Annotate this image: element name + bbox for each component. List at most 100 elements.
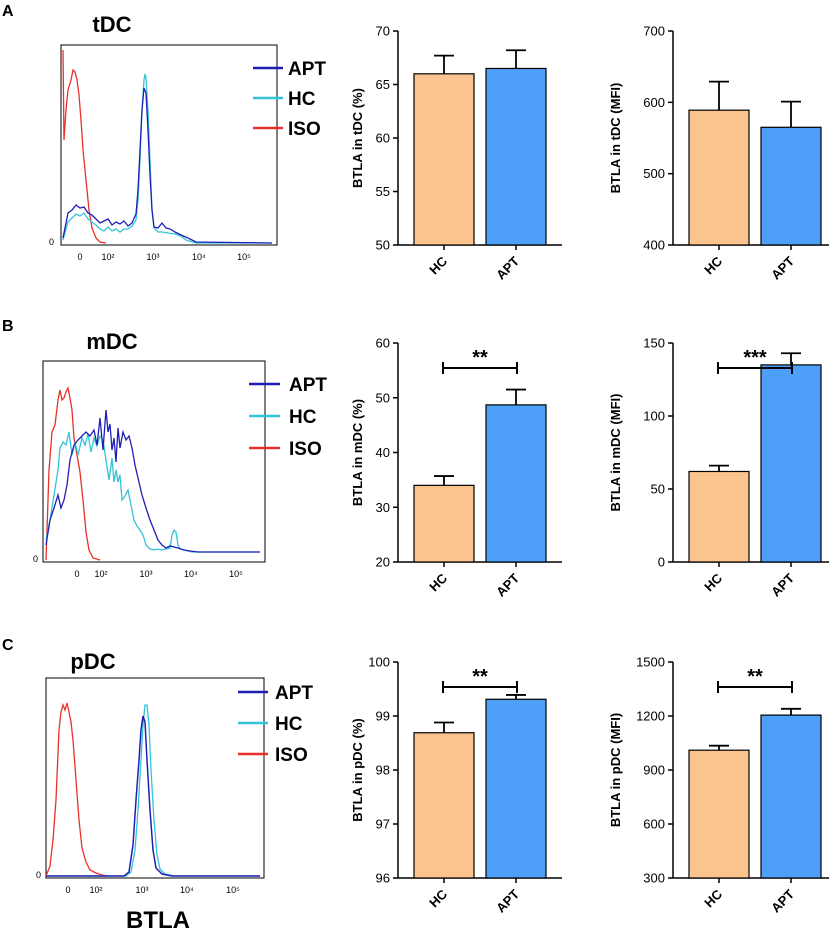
histogram-frame: [42, 360, 266, 563]
y-tick-label: 100: [643, 409, 665, 424]
y-tick-label: 700: [643, 24, 665, 39]
histogram-x-tick: 10³: [135, 885, 148, 895]
legend-label-iso: ISO: [289, 439, 322, 460]
x-tick-label: APT: [493, 570, 522, 599]
histogram-title: mDC: [86, 329, 137, 354]
legend-label-hc: HC: [288, 89, 316, 110]
y-tick-label: 50: [376, 238, 390, 253]
legend-label-hc: HC: [289, 407, 317, 428]
histogram-curve-iso: [62, 49, 107, 244]
x-tick-label: APT: [768, 253, 797, 282]
y-tick-label: 96: [376, 871, 390, 886]
y-axis-label: BTLA in pDC (MFI): [608, 713, 623, 827]
panel-letter-c: C: [2, 637, 14, 654]
histogram-x-axis-label: BTLA: [126, 907, 190, 934]
legend-label-iso: ISO: [288, 119, 321, 140]
x-tick-label: HC: [701, 253, 725, 277]
legend-label-hc: HC: [275, 714, 303, 735]
y-tick-label: 100: [368, 655, 390, 670]
significance-marker: **: [472, 666, 488, 688]
y-tick-label: 500: [643, 166, 665, 181]
histogram-x-tick: 10²: [89, 885, 102, 895]
histogram-frame: [45, 677, 265, 879]
bar-apt: [760, 364, 822, 563]
y-tick-label: 300: [643, 871, 665, 886]
y-tick-label: 150: [643, 336, 665, 351]
x-tick-label: HC: [701, 570, 725, 594]
y-axis-label: BTLA in mDC (%): [350, 399, 365, 506]
histogram-x-tick: 10³: [139, 569, 152, 579]
y-tick-label: 1200: [636, 709, 665, 724]
histogram-y-zero: 0: [49, 237, 54, 247]
histogram-x-tick: 10⁵: [229, 569, 243, 579]
histogram-curve-apt: [45, 409, 260, 553]
bar-apt: [485, 698, 547, 879]
histogram-pdc: pDC 0 0 10² 10³ 10⁴ 10⁵ BTLA APT HC ISO: [36, 649, 313, 934]
histogram-y-zero: 0: [36, 870, 41, 880]
legend-label-apt: APT: [275, 683, 313, 704]
x-tick-label: APT: [493, 886, 522, 915]
histogram-y-zero: 0: [33, 554, 38, 564]
legend-label-apt: APT: [288, 59, 326, 80]
y-tick-label: 70: [376, 24, 390, 39]
histogram-x-tick: 10⁴: [192, 252, 206, 262]
histogram-x-tick: 10⁴: [184, 569, 198, 579]
bar-hc: [688, 749, 750, 879]
histogram-x-tick: 10²: [94, 569, 107, 579]
y-tick-label: 0: [658, 555, 665, 570]
y-axis-label: BTLA in mDC (MFI): [608, 394, 623, 512]
y-tick-label: 20: [376, 555, 390, 570]
histogram-x-tick: 10³: [146, 252, 159, 262]
x-tick-label: APT: [768, 886, 797, 915]
histogram-frame: [60, 44, 278, 246]
x-tick-label: HC: [701, 886, 725, 910]
significance-marker: **: [747, 666, 763, 688]
y-axis-label: BTLA in pDC (%): [350, 718, 365, 822]
significance-marker: **: [472, 347, 488, 369]
y-tick-label: 97: [376, 817, 390, 832]
histogram-x-tick: 10²: [101, 252, 114, 262]
y-tick-label: 65: [376, 77, 390, 92]
y-tick-label: 600: [643, 817, 665, 832]
bar-apt: [760, 714, 822, 879]
bar-chart-4: 0 50 100 150 BTLA in mDC (MFI) HC APT ***: [608, 336, 829, 600]
y-tick-label: 600: [643, 95, 665, 110]
histogram-x-tick: 10⁵: [226, 885, 240, 895]
bar-hc: [688, 470, 750, 563]
bar-hc: [688, 109, 750, 246]
y-tick-label: 99: [376, 709, 390, 724]
histogram-curve-hc: [62, 73, 272, 244]
y-tick-label: 30: [376, 500, 390, 515]
histogram-x-tick: 0: [77, 252, 82, 262]
bar-apt: [485, 404, 547, 563]
x-tick-label: HC: [426, 253, 450, 277]
y-tick-label: 55: [376, 184, 390, 199]
bar-chart-6: 300 600 900 1200 1500 BTLA in pDC (MFI) HC APT *…: [608, 655, 829, 916]
bar-apt: [485, 67, 547, 246]
histogram-curve-apt: [62, 87, 273, 244]
histogram-curve-apt: [46, 715, 260, 877]
histogram-curve-iso: [45, 702, 109, 877]
histogram-curve-hc: [46, 704, 260, 877]
histogram-curve-iso: [45, 386, 101, 561]
histogram-title: tDC: [92, 12, 131, 37]
bar-chart-3: 20 30 40 50 60 BTLA in mDC (%) HC APT **: [350, 336, 562, 600]
bar-chart-5: 96 97 98 99 100 BTLA in pDC (%) HC APT **: [350, 655, 562, 916]
bar-apt: [760, 126, 822, 246]
histogram-tdc: tDC 0 0 10² 10³ 10⁴ 10⁵ APT HC ISO: [49, 12, 326, 262]
y-tick-label: 50: [651, 482, 665, 497]
bar-hc: [413, 732, 475, 879]
y-tick-label: 60: [376, 336, 390, 351]
histogram-x-tick: 10⁵: [237, 252, 251, 262]
x-tick-label: HC: [426, 570, 450, 594]
y-axis-label: BTLA in tDC (MFI): [608, 83, 623, 194]
panel-letter-a: A: [2, 3, 14, 20]
y-tick-label: 50: [376, 390, 390, 405]
x-tick-label: APT: [493, 253, 522, 282]
y-tick-label: 900: [643, 763, 665, 778]
y-tick-label: 98: [376, 763, 390, 778]
x-tick-label: APT: [768, 570, 797, 599]
legend-label-iso: ISO: [275, 745, 308, 766]
